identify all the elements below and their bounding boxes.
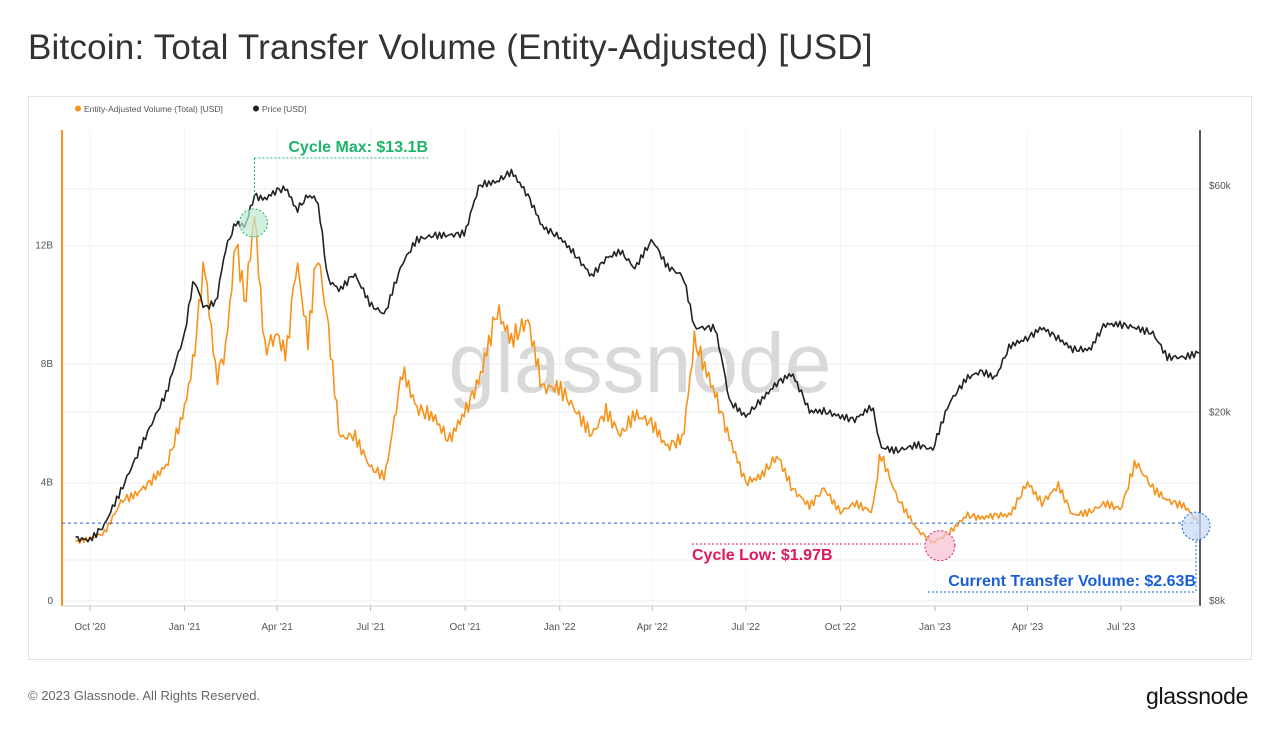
- x-tick-label: Apr '23: [1012, 622, 1044, 633]
- current-volume-label: Current Transfer Volume: $2.63B: [948, 573, 1196, 590]
- x-tick-label: Apr '21: [261, 622, 293, 633]
- x-tick-label: Jan '23: [919, 622, 951, 633]
- x-tick-label: Jul '23: [1107, 622, 1136, 633]
- y-left-tick-label: 0: [47, 596, 53, 607]
- cycle-low-label: Cycle Low: $1.97B: [692, 547, 833, 564]
- y-right-tick-label: $60k: [1209, 181, 1232, 192]
- legend-price-swatch: [253, 105, 259, 112]
- y-left-tick-label: 12B: [35, 241, 53, 252]
- y-right-tick-label: $20k: [1209, 407, 1232, 418]
- cycle-max-marker: [238, 208, 268, 238]
- watermark: glassnode: [449, 316, 832, 410]
- copyright-text: © 2023 Glassnode. All Rights Reserved.: [28, 688, 261, 703]
- x-tick-label: Jan '22: [544, 622, 576, 633]
- chart-panel: [28, 96, 1252, 660]
- legend: Entity-Adjusted Volume (Total) [USD] Pri…: [75, 104, 306, 114]
- legend-volume-label: Entity-Adjusted Volume (Total) [USD]: [84, 104, 223, 114]
- page-title: Bitcoin: Total Transfer Volume (Entity-A…: [28, 28, 873, 67]
- cycle-low-marker: [924, 530, 956, 562]
- legend-volume-swatch: [75, 105, 81, 112]
- x-tick-label: Jul '21: [356, 622, 385, 633]
- x-tick-label: Oct '22: [825, 622, 857, 633]
- x-tick-label: Jul '22: [732, 622, 761, 633]
- cycle-max-label: Cycle Max: $13.1B: [288, 139, 428, 156]
- y-left-tick-label: 8B: [41, 359, 54, 370]
- x-tick-label: Apr '22: [637, 622, 669, 633]
- current-volume-marker: [1181, 511, 1211, 541]
- y-left-tick-label: 4B: [41, 478, 54, 489]
- series-volume-line: [75, 215, 1200, 544]
- gridlines: [62, 130, 1200, 606]
- x-tick-label: Jan '21: [169, 622, 201, 633]
- axis-ticks: Oct '20 Jan '21 Apr '21 Jul '21 Oct '21 Jan '…: [35, 181, 1231, 633]
- x-tick-label: Oct '21: [450, 622, 482, 633]
- glassnode-logo[interactable]: glassnode: [1146, 683, 1249, 709]
- x-tick-label: Oct '20: [74, 622, 106, 633]
- annotations: Current Transfer Volume: $2.63B Cycle Max…: [62, 139, 1211, 593]
- series-group: [75, 168, 1200, 544]
- series-price-line: [75, 168, 1200, 543]
- legend-price-label: Price [USD]: [262, 104, 306, 114]
- y-right-tick-label: $8k: [1209, 596, 1226, 607]
